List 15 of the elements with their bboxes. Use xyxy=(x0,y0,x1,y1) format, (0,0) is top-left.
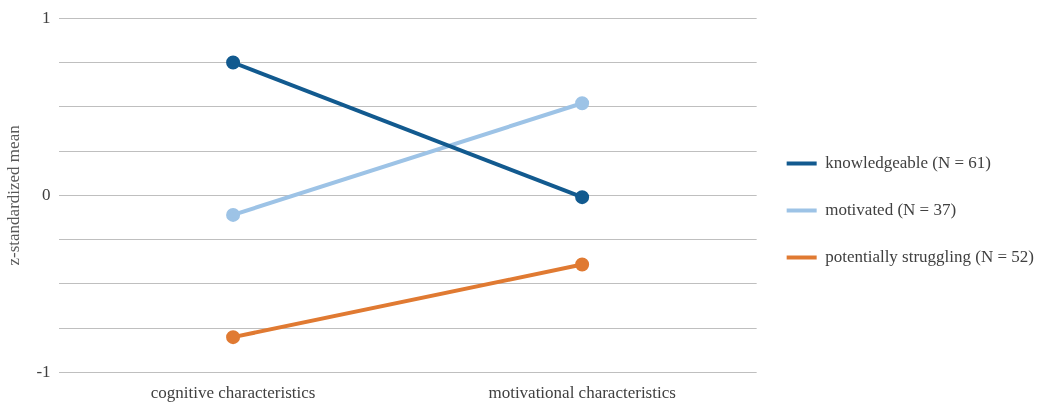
legend-label: potentially struggling (N = 52) xyxy=(825,246,1034,266)
point xyxy=(575,96,590,111)
point xyxy=(575,190,590,205)
x-tick-label: motivational characteristics xyxy=(488,383,676,403)
point xyxy=(226,55,241,70)
point xyxy=(226,207,241,222)
y-tick-label: -1 xyxy=(36,362,51,382)
legend-label: motivated (N = 37) xyxy=(825,199,957,219)
legend-label: knowledgeable (N = 61) xyxy=(825,152,991,172)
y-axis-title: z-standardized mean xyxy=(3,124,23,266)
y-tick-label: 1 xyxy=(42,7,51,27)
point xyxy=(226,330,241,345)
point xyxy=(575,257,590,272)
y-tick-label: 0 xyxy=(42,184,51,204)
x-tick-label: cognitive characteristics xyxy=(150,383,316,403)
